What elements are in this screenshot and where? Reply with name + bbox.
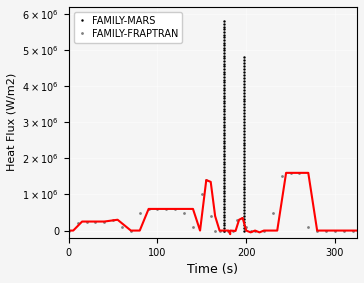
FAMILY-MARS [241,59,246,62]
Line: FAMILY-FRAPTRAN: FAMILY-FRAPTRAN [67,171,354,232]
FAMILY-MARS [241,56,246,59]
FAMILY-FRAPTRAN [155,207,160,211]
FAMILY-FRAPTRAN [164,207,169,211]
FAMILY-FRAPTRAN [93,220,98,223]
FAMILY-FRAPTRAN [200,193,204,196]
FAMILY-FRAPTRAN [240,216,244,220]
FAMILY-FRAPTRAN [84,220,89,223]
FAMILY-FRAPTRAN [138,211,142,214]
FAMILY-FRAPTRAN [67,229,71,232]
FAMILY-FRAPTRAN [217,229,222,232]
FAMILY-FRAPTRAN [297,171,302,175]
FAMILY-FRAPTRAN [280,175,284,178]
FAMILY-FRAPTRAN [182,211,186,214]
FAMILY-FRAPTRAN [204,178,209,182]
FAMILY-FRAPTRAN [209,215,213,218]
FAMILY-MARS [222,229,226,232]
FAMILY-MARS [222,163,226,166]
FAMILY-FRAPTRAN [341,229,346,232]
FAMILY-FRAPTRAN [111,218,115,221]
FAMILY-FRAPTRAN [120,225,124,229]
FAMILY-FRAPTRAN [270,211,275,214]
FAMILY-FRAPTRAN [262,229,266,232]
FAMILY-FRAPTRAN [102,220,106,223]
Line: FAMILY-MARS: FAMILY-MARS [223,20,245,231]
Y-axis label: Heat Flux (W/m2): Heat Flux (W/m2) [7,73,17,171]
FAMILY-FRAPTRAN [249,229,253,232]
FAMILY-FRAPTRAN [315,229,319,232]
FAMILY-FRAPTRAN [351,229,355,232]
FAMILY-FRAPTRAN [213,229,217,232]
FAMILY-FRAPTRAN [244,225,248,229]
FAMILY-FRAPTRAN [222,229,226,232]
Legend: FAMILY-MARS, FAMILY-FRAPTRAN: FAMILY-MARS, FAMILY-FRAPTRAN [74,12,182,42]
FAMILY-FRAPTRAN [75,222,80,225]
FAMILY-FRAPTRAN [173,207,177,211]
FAMILY-FRAPTRAN [324,229,328,232]
FAMILY-MARS [222,46,226,50]
FAMILY-FRAPTRAN [191,225,195,229]
FAMILY-FRAPTRAN [129,229,133,232]
FAMILY-MARS [222,192,226,195]
FAMILY-FRAPTRAN [235,218,240,221]
FAMILY-FRAPTRAN [306,225,310,229]
FAMILY-FRAPTRAN [253,229,257,232]
FAMILY-FRAPTRAN [288,171,293,175]
FAMILY-FRAPTRAN [146,207,151,211]
FAMILY-FRAPTRAN [333,229,337,232]
FAMILY-MARS [222,20,226,23]
X-axis label: Time (s): Time (s) [187,263,238,276]
FAMILY-FRAPTRAN [226,229,231,232]
FAMILY-FRAPTRAN [231,229,235,232]
FAMILY-MARS [222,208,226,211]
FAMILY-MARS [222,216,226,219]
